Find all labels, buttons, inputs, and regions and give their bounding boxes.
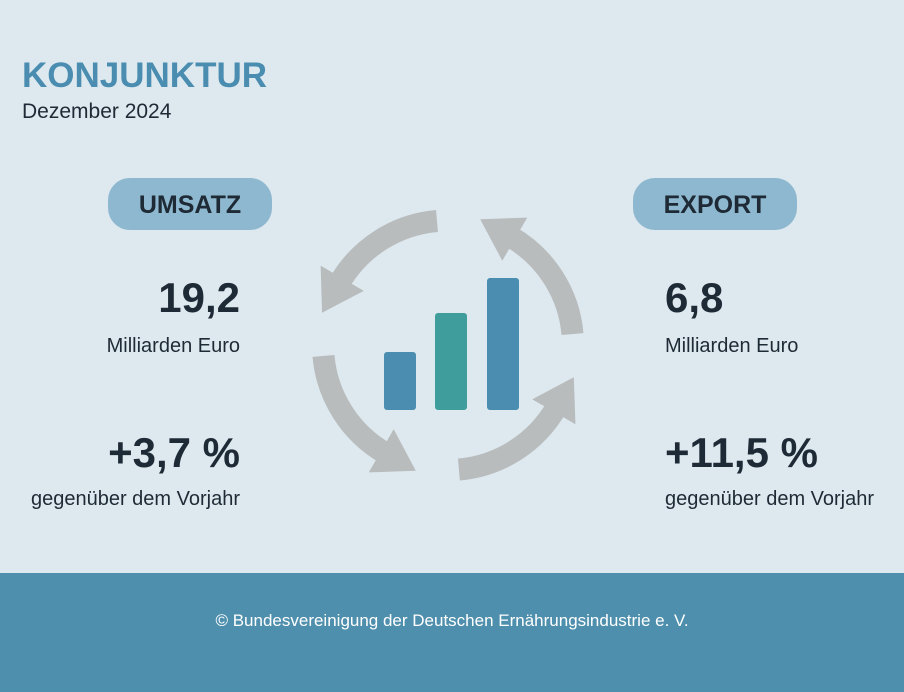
unit: Milliarden Euro	[107, 335, 240, 357]
footer-text: © Bundesvereinigung der Deutschen Ernähr…	[215, 611, 688, 630]
label: EXPORT	[664, 191, 767, 219]
subtitle: Dezember 2024	[22, 100, 172, 123]
arrow	[457, 377, 576, 481]
change: +3,7 %	[108, 429, 240, 476]
icon-bar	[435, 313, 467, 410]
value: 6,8	[665, 274, 723, 321]
bar-icon	[384, 278, 519, 410]
icon-bar	[384, 352, 416, 410]
change-note: gegenüber dem Vorjahr	[665, 488, 874, 510]
arrow	[312, 354, 416, 473]
change-note: gegenüber dem Vorjahr	[31, 488, 240, 510]
title: KONJUNKTUR	[22, 56, 267, 95]
arrow	[320, 210, 439, 313]
footer-band	[0, 573, 904, 692]
change: +11,5 %	[665, 429, 818, 476]
unit: Milliarden Euro	[665, 335, 798, 357]
arrow	[480, 217, 584, 336]
label-pill	[108, 178, 272, 230]
label-pill	[633, 178, 797, 230]
label: UMSATZ	[139, 191, 241, 219]
cycle-arrows	[312, 210, 584, 481]
icon-bar	[487, 278, 519, 410]
value: 19,2	[158, 274, 240, 321]
